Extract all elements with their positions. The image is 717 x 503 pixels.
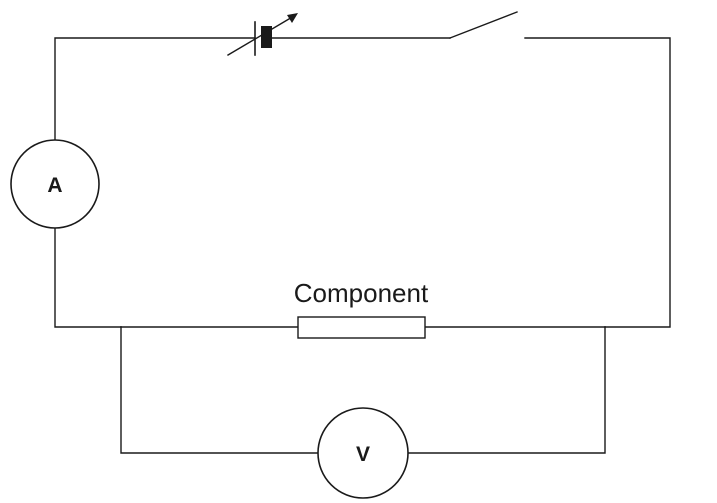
ammeter: A — [10, 139, 100, 229]
voltmeter-label: V — [356, 443, 370, 466]
component: Component — [294, 278, 429, 339]
switch-lever — [449, 11, 518, 39]
component-label: Component — [294, 278, 429, 308]
variable-arrow-head — [287, 13, 298, 23]
variable-arrow-shaft — [227, 15, 295, 56]
voltmeter: V — [317, 407, 409, 499]
open-switch — [449, 11, 518, 39]
voltmeter-circle — [317, 407, 409, 499]
wire-voltmeter-right — [407, 326, 606, 454]
ammeter-circle — [10, 139, 100, 229]
wire-left-lower — [54, 209, 122, 328]
ammeter-label: A — [47, 174, 62, 197]
variable-power-supply — [227, 13, 298, 56]
circuit-wires — [54, 37, 671, 454]
wire-top-right — [524, 37, 671, 328]
wire-top-left — [54, 37, 256, 184]
cell-short-plate — [261, 26, 272, 48]
component-resistor — [297, 316, 426, 339]
wire-voltmeter-left — [120, 326, 319, 454]
